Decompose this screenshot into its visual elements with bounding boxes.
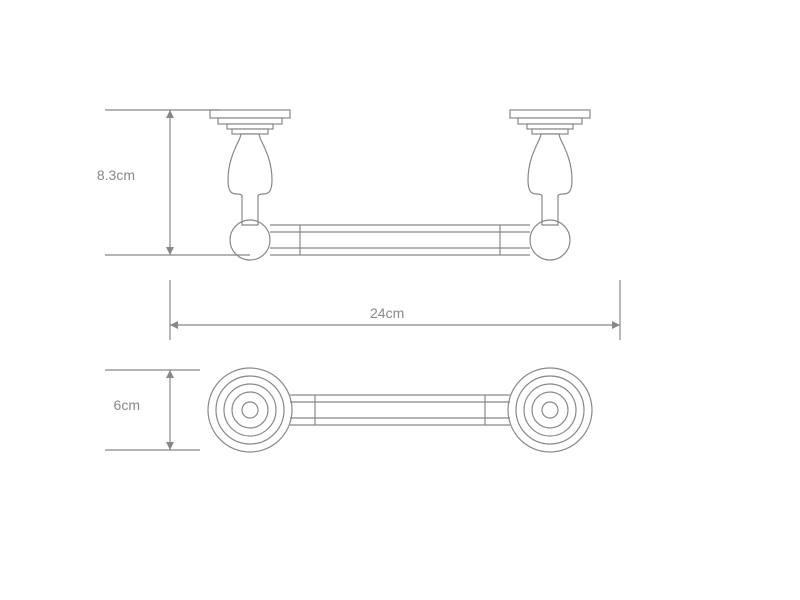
svg-text:8.3cm: 8.3cm [97,167,135,183]
svg-text:6cm: 6cm [114,397,140,413]
svg-text:24cm: 24cm [370,305,404,321]
